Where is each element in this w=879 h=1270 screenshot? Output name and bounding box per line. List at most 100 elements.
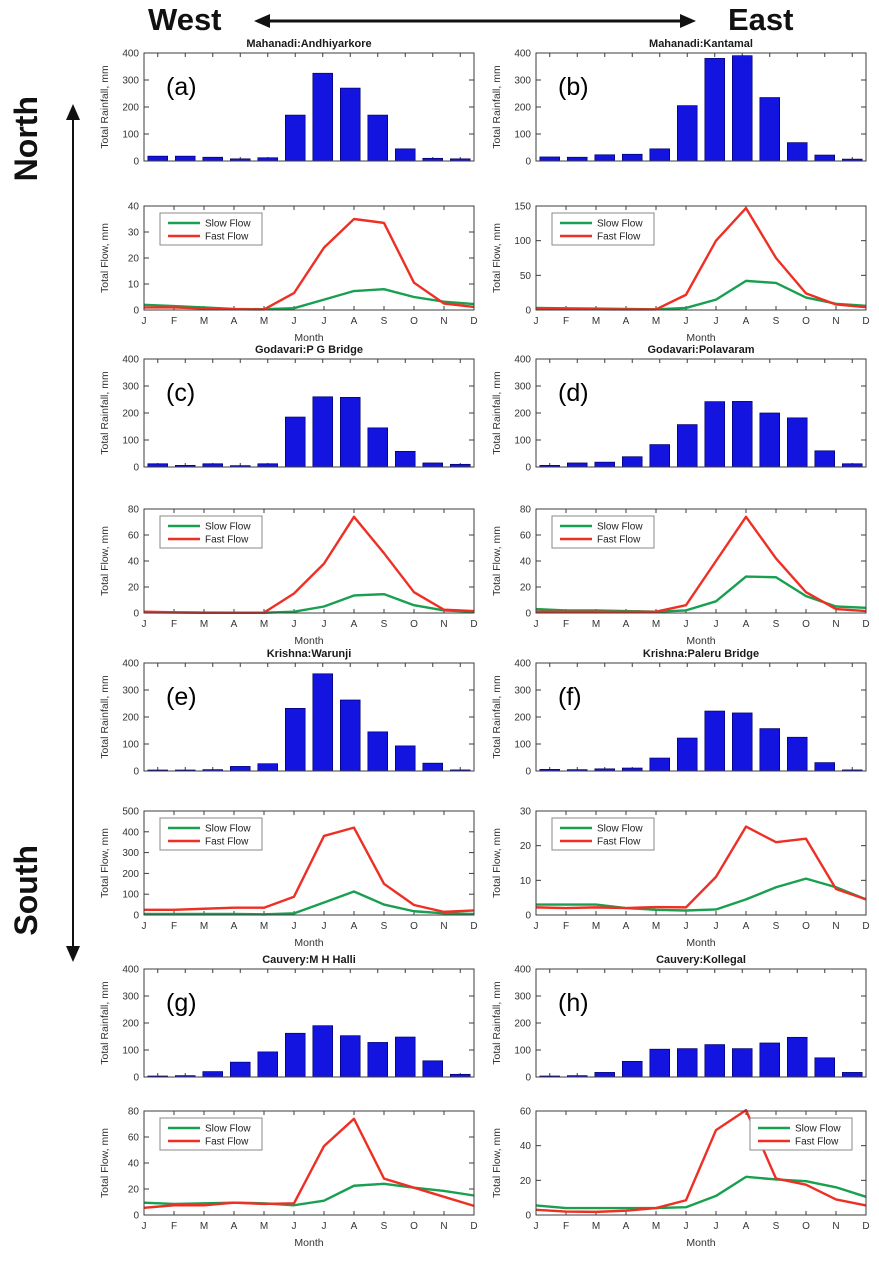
bar-month-7 <box>704 710 726 772</box>
axes-box <box>535 968 867 1078</box>
y-tick-label: 400 <box>122 355 139 366</box>
y-tick-label: 100 <box>514 236 531 247</box>
y-tick-label: 0 <box>133 767 139 778</box>
legend-fast-label: Fast Flow <box>205 535 249 546</box>
legend-slow-label: Slow Flow <box>205 1124 251 1135</box>
bar-month-8 <box>732 1048 753 1078</box>
fast-flow-line <box>535 206 867 311</box>
axes-box <box>143 205 475 311</box>
axes-box <box>143 358 475 468</box>
x-tick-label: F <box>563 921 569 932</box>
x-tick-label: A <box>623 1221 630 1232</box>
x-tick-label: A <box>623 316 630 327</box>
rainfall-chart-h: Cauvery:Kollegal 0 100 200 300 400 Total Rainf… <box>491 954 867 1084</box>
legend: Slow Flow Fast Flow <box>551 515 655 549</box>
panel-letter: (d) <box>558 379 589 407</box>
x-tick-label: M <box>592 1221 600 1232</box>
axes-box <box>535 205 867 311</box>
x-tick-label: A <box>231 619 238 630</box>
bar-month-5 <box>649 757 671 772</box>
y-axis-label: Total Rainfall, mm <box>99 65 111 149</box>
fast-flow-line <box>535 1108 867 1214</box>
bar-month-9 <box>759 412 781 468</box>
west-label: West <box>148 2 222 37</box>
bar-month-2 <box>566 156 588 162</box>
flow-chart-f: 0 10 20 30 J F M A M J J A S O N D Slow Flow Fast Flow Tot… <box>491 807 870 950</box>
bar-month-10 <box>395 745 416 772</box>
x-tick-label: J <box>714 1221 719 1232</box>
legend: Slow Flow Fast Flow <box>159 817 263 851</box>
y-tick-label: 0 <box>133 157 139 168</box>
x-tick-label: S <box>773 316 780 327</box>
panel-letter: (f) <box>558 683 582 711</box>
x-tick-label: D <box>862 316 869 327</box>
legend-slow-label: Slow Flow <box>597 824 643 835</box>
bar-month-10 <box>787 417 808 468</box>
legend: Slow Flow Fast Flow <box>159 515 263 549</box>
bar-month-2 <box>566 462 588 468</box>
y-tick-label: 100 <box>514 1046 531 1057</box>
axes-box <box>535 662 867 772</box>
bar-month-8 <box>340 1035 361 1078</box>
x-axis-label: Month <box>294 1237 323 1249</box>
y-tick-label: 300 <box>122 76 139 87</box>
axes-box <box>535 358 867 468</box>
y-tick-label: 100 <box>122 436 139 447</box>
chart-title: Mahanadi:Kantamal <box>649 38 753 50</box>
y-axis-label: Total Flow, mm <box>99 828 111 898</box>
y-tick-label: 80 <box>128 1107 140 1118</box>
bar-month-9 <box>367 731 389 772</box>
y-tick-label: 300 <box>514 992 531 1003</box>
x-tick-label: F <box>171 619 177 630</box>
y-tick-label: 100 <box>122 740 139 751</box>
bar-month-7 <box>704 1044 726 1078</box>
axes-box <box>535 1110 867 1216</box>
y-tick-label: 0 <box>133 1211 139 1222</box>
chart-title: Cauvery:M H Halli <box>262 954 356 966</box>
y-tick-label: 400 <box>122 965 139 976</box>
y-tick-label: 100 <box>122 1046 139 1057</box>
x-tick-label: N <box>832 619 839 630</box>
y-tick-label: 0 <box>525 609 531 620</box>
y-tick-label: 100 <box>122 130 139 141</box>
rainfall-chart-e: Krishna:Warunji 0 100 200 300 400 Total Rainfa… <box>99 648 475 778</box>
legend-fast-label: Fast Flow <box>205 837 249 848</box>
y-axis-label: Total Flow, mm <box>491 526 503 596</box>
flow-chart-e: 0 100 200 300 400 500 J F M A M J J A S O N D Slow Flow Fas… <box>99 807 478 950</box>
x-tick-label: A <box>231 1221 238 1232</box>
legend-box <box>159 212 263 246</box>
bar-month-11 <box>422 762 444 772</box>
panel-letter: (g) <box>166 989 197 1017</box>
legend-slow-label: Slow Flow <box>205 522 251 533</box>
x-tick-label: S <box>773 619 780 630</box>
bar-month-3 <box>202 1071 223 1078</box>
bar-month-8 <box>732 712 753 772</box>
legend-slow-label: Slow Flow <box>205 824 251 835</box>
x-tick-label: M <box>200 1221 208 1232</box>
arrowhead-north <box>66 104 80 120</box>
legend-box <box>749 1117 853 1151</box>
y-tick-label: 60 <box>520 531 532 542</box>
legend-slow-label: Slow Flow <box>597 522 643 533</box>
x-tick-label: S <box>381 619 388 630</box>
bar-month-6 <box>285 708 306 772</box>
bar-month-5 <box>649 1048 671 1078</box>
bar-month-11 <box>422 462 444 468</box>
y-tick-label: 200 <box>514 103 531 114</box>
y-tick-label: 200 <box>122 1019 139 1030</box>
axes-box <box>143 662 475 772</box>
y-tick-label: 60 <box>128 1133 140 1144</box>
x-tick-label: M <box>260 619 268 630</box>
legend-box <box>159 515 263 549</box>
x-tick-label: M <box>592 619 600 630</box>
bar-month-6 <box>677 424 698 468</box>
rainfall-chart-g: Cauvery:M H Halli 0 100 200 300 400 Total Rain… <box>99 954 475 1084</box>
legend-slow-label: Slow Flow <box>597 219 643 230</box>
x-tick-label: J <box>142 1221 147 1232</box>
x-tick-label: J <box>534 921 539 932</box>
y-tick-label: 20 <box>128 1185 140 1196</box>
y-tick-label: 0 <box>525 767 531 778</box>
y-tick-label: 0 <box>133 306 139 317</box>
flow-chart-g: 0 20 40 60 80 J F M A M J J A S O N D Slow Flow Fast Flow T… <box>99 1107 478 1250</box>
bar-month-10 <box>787 736 808 772</box>
